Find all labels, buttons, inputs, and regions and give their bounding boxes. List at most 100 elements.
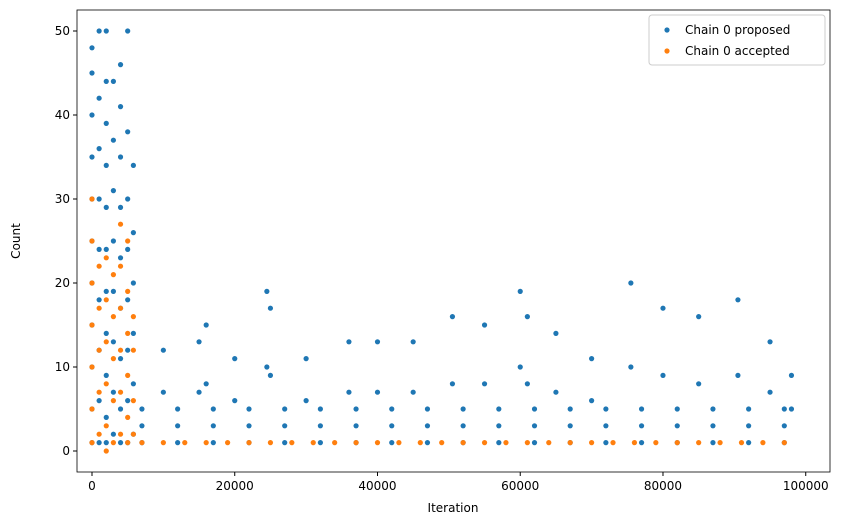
point	[610, 440, 616, 446]
x-tick-label: 80000	[644, 479, 682, 493]
point	[125, 330, 131, 336]
point	[410, 389, 416, 395]
point	[767, 389, 773, 395]
point	[117, 389, 124, 395]
point	[110, 314, 117, 320]
point	[89, 364, 95, 370]
point	[125, 414, 131, 420]
point	[103, 28, 109, 34]
point	[232, 398, 238, 404]
point	[117, 305, 124, 311]
point	[103, 288, 109, 294]
point	[103, 372, 109, 378]
legend-label: Chain 0 proposed	[685, 23, 790, 37]
point	[264, 288, 270, 294]
x-tick-label: 100000	[783, 479, 829, 493]
point	[481, 322, 488, 328]
point	[125, 196, 131, 202]
point	[96, 263, 102, 269]
point	[117, 255, 124, 261]
point	[735, 372, 741, 378]
point	[117, 431, 124, 437]
point	[96, 297, 102, 303]
point	[638, 423, 645, 429]
point	[496, 406, 502, 412]
point	[481, 381, 488, 387]
point	[289, 440, 295, 446]
point	[89, 154, 95, 160]
point	[125, 398, 131, 404]
point	[130, 347, 136, 353]
point	[125, 288, 131, 294]
point	[788, 372, 795, 378]
point	[182, 440, 188, 446]
point	[346, 389, 352, 395]
point	[553, 330, 559, 336]
point	[96, 431, 102, 437]
point	[110, 431, 117, 437]
point	[130, 431, 136, 437]
point	[96, 440, 102, 446]
x-tick-label: 60000	[501, 479, 539, 493]
point	[531, 423, 538, 429]
y-tick-label: 10	[55, 360, 70, 374]
point	[89, 70, 95, 76]
point	[160, 347, 166, 353]
point	[496, 440, 502, 446]
point	[424, 423, 431, 429]
point	[439, 440, 445, 446]
point	[674, 406, 680, 412]
point	[110, 398, 117, 404]
point	[267, 372, 274, 378]
point	[717, 440, 723, 446]
point	[282, 406, 288, 412]
point	[374, 339, 381, 345]
point	[389, 440, 395, 446]
y-tick-label: 30	[55, 192, 70, 206]
point	[96, 246, 102, 252]
point	[735, 297, 741, 303]
point	[103, 448, 109, 454]
point	[125, 372, 131, 378]
point	[781, 406, 787, 412]
point	[225, 440, 231, 446]
point	[96, 347, 102, 353]
point	[103, 330, 109, 336]
point	[553, 389, 559, 395]
point	[696, 381, 702, 387]
point	[628, 364, 634, 370]
point	[531, 440, 538, 446]
point	[117, 204, 124, 210]
point	[130, 398, 136, 404]
point	[117, 406, 124, 412]
point	[603, 406, 609, 412]
point	[638, 406, 645, 412]
point	[317, 406, 323, 412]
point	[332, 440, 338, 446]
x-axis-label: Iteration	[428, 501, 479, 515]
point	[781, 423, 787, 429]
point	[117, 347, 124, 353]
point	[96, 146, 102, 152]
point	[103, 414, 109, 420]
point	[389, 423, 395, 429]
point	[110, 440, 117, 446]
point	[210, 406, 216, 412]
point	[117, 104, 124, 110]
point	[210, 440, 216, 446]
point	[631, 440, 638, 446]
point	[674, 440, 680, 446]
point	[203, 322, 209, 328]
point	[103, 162, 109, 168]
point	[410, 339, 416, 345]
point	[210, 423, 216, 429]
point	[353, 423, 359, 429]
point	[524, 440, 530, 446]
point	[246, 423, 252, 429]
point	[264, 364, 270, 370]
point	[103, 246, 109, 252]
y-tick-label: 50	[55, 24, 70, 38]
x-tick-label: 0	[88, 479, 96, 493]
point	[660, 372, 666, 378]
point	[589, 356, 595, 362]
